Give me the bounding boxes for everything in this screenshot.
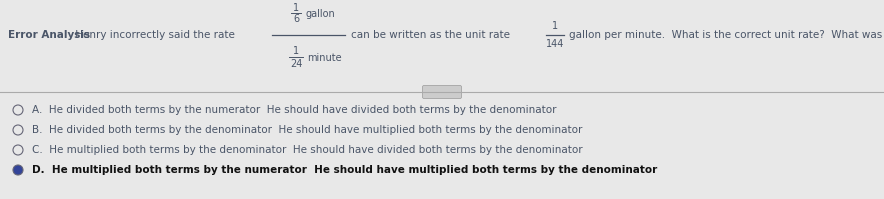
Text: gallon: gallon	[306, 9, 336, 19]
Circle shape	[13, 125, 23, 135]
Text: can be written as the unit rate: can be written as the unit rate	[351, 30, 510, 40]
Text: 1: 1	[552, 21, 558, 31]
Circle shape	[13, 165, 23, 175]
Text: Error Analysis: Error Analysis	[8, 30, 90, 40]
Text: 1: 1	[293, 46, 299, 56]
Text: 24: 24	[290, 59, 302, 69]
Text: 144: 144	[545, 39, 564, 49]
Text: Henry incorrectly said the rate: Henry incorrectly said the rate	[72, 30, 235, 40]
Text: 6: 6	[293, 14, 299, 24]
Text: B.  He divided both terms by the denominator  He should have multiplied both ter: B. He divided both terms by the denomina…	[32, 125, 583, 135]
Circle shape	[13, 105, 23, 115]
FancyBboxPatch shape	[423, 86, 461, 99]
Text: D.  He multiplied both terms by the numerator  He should have multiplied both te: D. He multiplied both terms by the numer…	[32, 165, 657, 175]
Text: C.  He multiplied both terms by the denominator  He should have divided both ter: C. He multiplied both terms by the denom…	[32, 145, 583, 155]
Text: minute: minute	[307, 53, 341, 63]
Text: 1: 1	[293, 3, 299, 13]
Text: gallon per minute.  What is the correct unit rate?  What was Henry’s likely erro: gallon per minute. What is the correct u…	[569, 30, 884, 40]
Text: A.  He divided both terms by the numerator  He should have divided both terms by: A. He divided both terms by the numerato…	[32, 105, 557, 115]
Circle shape	[13, 145, 23, 155]
